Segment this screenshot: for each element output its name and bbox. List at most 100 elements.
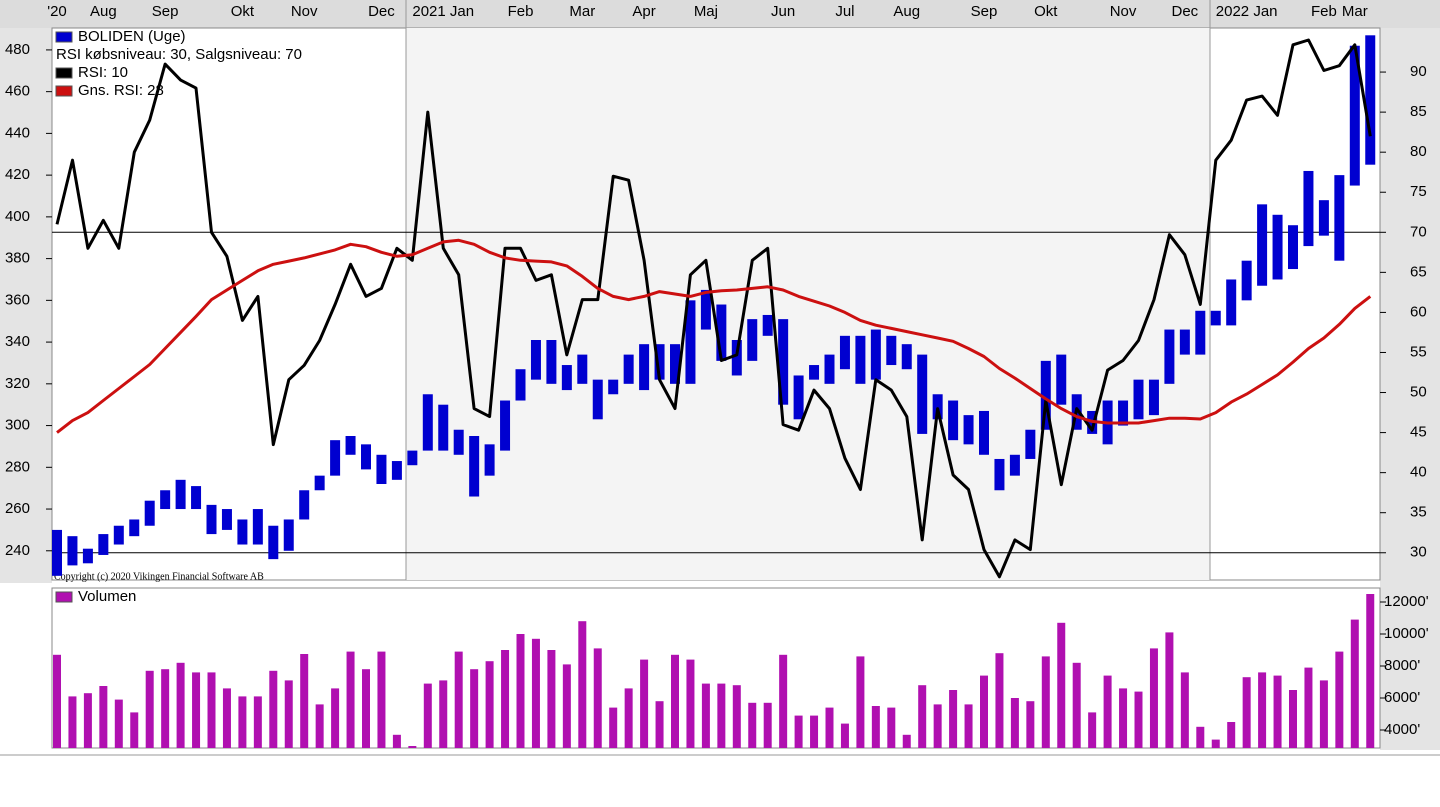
- volume-bar: [840, 723, 849, 748]
- volume-bar: [253, 696, 262, 748]
- volume-bar: [578, 621, 587, 748]
- volume-bar: [949, 690, 958, 748]
- x-tick-label: Dec: [368, 3, 395, 20]
- volume-bar: [377, 651, 386, 748]
- volume-bar: [825, 707, 834, 748]
- price-bar: [530, 340, 541, 380]
- volume-bar: [300, 654, 309, 748]
- price-bar: [1210, 310, 1221, 326]
- volume-bar: [686, 659, 695, 748]
- price-bar: [52, 529, 62, 576]
- volume-bar: [980, 675, 988, 748]
- price-bar: [144, 500, 155, 526]
- volume-bar: [887, 707, 896, 748]
- volume-bar: [717, 683, 726, 748]
- y-tick-label: 260: [5, 500, 30, 517]
- price-bar: [268, 525, 279, 560]
- price-bar: [500, 400, 511, 451]
- x-tick-label: '20: [47, 3, 67, 20]
- line: [56, 238, 1372, 434]
- y-tick-label: 320: [5, 375, 30, 392]
- volume-bar: [423, 683, 432, 748]
- volume-bar: [1350, 619, 1359, 748]
- volume-bar: [671, 654, 679, 748]
- volume-bar: [392, 734, 401, 748]
- volume-bar: [1026, 701, 1035, 748]
- volume-bar: [810, 715, 819, 748]
- volume-bar: [1196, 726, 1205, 748]
- price-bar: [762, 314, 773, 336]
- volume-bar: [933, 704, 942, 748]
- price-bar: [654, 344, 665, 380]
- y-tick-label: 380: [5, 250, 30, 267]
- volume-bar: [1211, 739, 1220, 748]
- price-bar: [160, 490, 171, 510]
- price-bar: [824, 354, 835, 384]
- volume-bar: [53, 654, 61, 748]
- price-bar: [469, 436, 480, 497]
- legend-swatch: [55, 85, 73, 97]
- volume-bar: [315, 704, 324, 748]
- y2-tick-label: 35: [1410, 504, 1427, 521]
- y-tick-label: 10000': [1384, 625, 1429, 642]
- y2-tick-label: 75: [1410, 183, 1427, 200]
- y2-tick-label: 60: [1410, 303, 1427, 320]
- volume-bar: [593, 648, 602, 748]
- price-bar: [283, 519, 294, 551]
- volume-bar: [346, 651, 355, 748]
- price-bar: [206, 504, 217, 535]
- volume-bar: [902, 734, 911, 748]
- volume-bar: [470, 669, 479, 748]
- y2-tick-label: 65: [1410, 263, 1427, 280]
- volume-bar: [562, 664, 571, 748]
- volume-bar: [748, 702, 757, 748]
- price-bar: [1133, 379, 1144, 420]
- price-bar: [948, 400, 959, 441]
- price-bar: [963, 415, 974, 445]
- x-tick-label: 2021 Jan: [412, 3, 474, 20]
- price-bar: [577, 354, 588, 384]
- volume-bar: [1227, 722, 1236, 748]
- volume-bar: [624, 688, 633, 748]
- y-tick-label: 280: [5, 458, 30, 475]
- price-bar: [608, 379, 619, 395]
- volume-bar: [269, 670, 278, 748]
- price-bar: [979, 410, 989, 455]
- y-tick-label: 6000': [1384, 689, 1420, 706]
- price-bar: [175, 479, 186, 510]
- price-bar: [1288, 225, 1298, 270]
- y-tick-label: 480: [5, 41, 30, 58]
- volume-bar: [547, 650, 556, 748]
- volume-bar: [763, 702, 772, 748]
- subtitle: RSI købsniveau: 30, Salgsniveau: 70: [56, 46, 302, 63]
- legend-label: Volumen: [78, 588, 136, 605]
- volume-bar: [1149, 648, 1158, 748]
- volume-bar: [145, 670, 154, 748]
- volume-bar: [1273, 675, 1282, 748]
- left-axis-strip: [0, 28, 52, 583]
- price-bar: [422, 394, 433, 451]
- x-tick-label: Mar: [569, 3, 595, 20]
- volume-bar: [732, 685, 741, 748]
- volume-bar: [130, 712, 139, 748]
- volume-bar: [284, 680, 293, 748]
- price-bar: [1164, 329, 1175, 384]
- volume-bar: [918, 685, 927, 748]
- volume-bar: [1258, 672, 1267, 748]
- volume-bar: [1289, 690, 1297, 748]
- price-bar: [221, 509, 232, 530]
- volume-bar: [609, 707, 618, 748]
- price-bar: [592, 379, 603, 420]
- volume-bar: [1304, 667, 1313, 748]
- x-tick-label: Nov: [291, 3, 318, 20]
- price-bar: [1257, 204, 1268, 286]
- x-tick-label: Maj: [694, 3, 718, 20]
- y-tick-label: 340: [5, 333, 30, 350]
- volume-bar: [1242, 677, 1251, 748]
- line: [55, 38, 1372, 579]
- y-tick-label: 8000': [1384, 657, 1420, 674]
- price-bar: [67, 536, 78, 566]
- price-bar: [1195, 310, 1206, 355]
- x-tick-label: Mar: [1342, 3, 1368, 20]
- x-tick-label: Jun: [771, 3, 795, 20]
